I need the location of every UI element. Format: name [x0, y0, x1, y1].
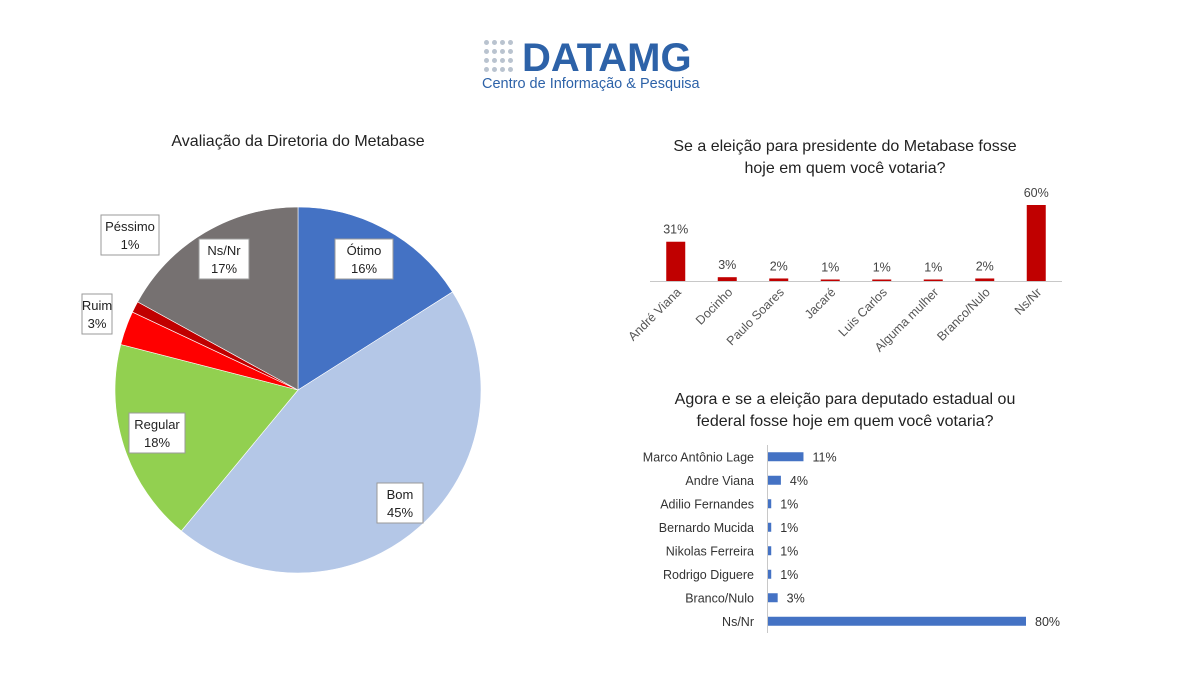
hbar-bar-bernardo-mucida	[768, 522, 772, 532]
pie-label-value-bom: 45%	[387, 505, 413, 520]
vbar-bar-branco-nulo	[975, 278, 995, 281]
hbar-tick-label-ns-nr: Ns/Nr	[722, 615, 754, 629]
pie-chart: Ótimo 16% Bom 45% Regular 18% Ruim 3% Péssimo 1% N…	[81, 206, 482, 574]
vbar-bar-ns-nr	[1026, 205, 1046, 281]
vbar-bar-luis-carlos	[872, 279, 892, 281]
vbar-value-label-alguma-mulher: 1%	[924, 261, 942, 275]
pie-label-box-ns-nr	[198, 238, 250, 280]
pie-label-category-bom: Bom	[387, 487, 414, 502]
vbar-value-label-andre-viana: 31%	[663, 223, 688, 237]
logo-wordmark: DATAMG	[522, 36, 692, 80]
hbar-bar-ns-nr	[768, 616, 1026, 626]
pie-label-box-pessimo	[100, 214, 160, 256]
hbar-value-label-marco-antonio-lage: 11%	[812, 450, 836, 464]
vbar-value-label-branco-nulo: 2%	[976, 259, 994, 273]
vbar-tick-label-luis-carlos: Luis Carlos	[836, 285, 890, 339]
hbar-value-label-ns-nr: 80%	[1035, 615, 1060, 629]
vbar-bar-docinho	[717, 277, 737, 281]
vbar-chart-title: Se a eleição para presidente do Metabase…	[620, 136, 1070, 180]
pie-label-value-otimo: 16%	[351, 261, 377, 276]
hbar-chart-title: Agora e se a eleição para deputado estad…	[620, 389, 1070, 433]
vbar-title-line-1: Se a eleição para presidente do Metabase…	[673, 138, 1017, 155]
hbar-value-label-branco-nulo: 3%	[787, 591, 805, 605]
logo-subtitle: Centro de Informação & Pesquisa	[482, 76, 700, 92]
pie-label-category-pessimo: Péssimo	[105, 219, 155, 234]
vbar-tick-label-jacare: Jacaré	[802, 285, 838, 321]
pie-label-value-pessimo: 1%	[121, 237, 140, 252]
vbar-bar-andre-viana	[666, 241, 686, 281]
pie-label-value-ruim: 3%	[88, 316, 107, 331]
pie-label-category-ruim: Ruim	[82, 298, 112, 313]
pie-label-category-ns-nr: Ns/Nr	[207, 243, 241, 258]
pie-label-box-bom	[376, 482, 424, 524]
vbar-tick-label-branco-nulo: Branco/Nulo	[934, 285, 993, 344]
vbar-tick-label-ns-nr: Ns/Nr	[1012, 285, 1044, 317]
hbar-bar-andre-viana	[768, 475, 781, 485]
hbar-tick-label-branco-nulo: Branco/Nulo	[685, 591, 754, 605]
hbar-bar-marco-antonio-lage	[768, 452, 804, 462]
pie-label-box-regular	[128, 412, 186, 454]
pie-label-box-otimo	[334, 238, 394, 280]
vbar-bar-jacare	[820, 279, 840, 281]
vbar-bar-paulo-soares	[769, 278, 789, 281]
vbar-tick-label-docinho: Docinho	[693, 285, 735, 327]
hbar-value-label-adilio-fernandes: 1%	[780, 497, 798, 511]
hbar-tick-label-marco-antonio-lage: Marco Antônio Lage	[643, 450, 754, 464]
vbar-tick-label-andre-viana: André Viana	[625, 285, 683, 343]
hbar-value-label-nikolas-ferreira: 1%	[780, 544, 798, 558]
pie-label-box-ruim	[81, 293, 113, 335]
pie-label-value-regular: 18%	[144, 435, 170, 450]
datamg-logo: DATAMG Centro de Informação & Pesquisa	[480, 36, 730, 96]
vbar-value-label-jacare: 1%	[821, 261, 839, 275]
pie-label-value-ns-nr: 17%	[211, 261, 237, 276]
hbar-value-label-andre-viana: 4%	[790, 474, 808, 488]
vbar-bar-alguma-mulher	[923, 279, 943, 281]
hbar-bar-adilio-fernandes	[768, 499, 772, 509]
vbar-value-label-paulo-soares: 2%	[770, 259, 788, 273]
hbar-tick-label-andre-viana: Andre Viana	[685, 474, 754, 488]
hbar-title-line-1: Agora e se a eleição para deputado estad…	[674, 391, 1016, 408]
hbar-tick-label-adilio-fernandes: Adilio Fernandes	[660, 497, 754, 511]
hbar-title-line-2: federal fosse hoje em quem você votaria?	[696, 413, 994, 430]
hbar-tick-label-rodrigo-diguere: Rodrigo Diguere	[663, 568, 754, 582]
hbar-value-label-bernardo-mucida: 1%	[780, 521, 798, 535]
hbar-tick-label-nikolas-ferreira: Nikolas Ferreira	[666, 544, 754, 558]
pie-label-category-regular: Regular	[134, 417, 180, 432]
vbar-title-line-2: hoje em quem você votaria?	[744, 160, 946, 177]
pie-label-category-otimo: Ótimo	[347, 243, 382, 258]
hbar-bar-branco-nulo	[768, 593, 778, 603]
hbar-tick-label-bernardo-mucida: Bernardo Mucida	[659, 521, 754, 535]
hbar-bar-nikolas-ferreira	[768, 546, 772, 556]
hbar-bar-rodrigo-diguere	[768, 569, 772, 579]
pie-slice-regular	[114, 344, 299, 532]
hbar-value-label-rodrigo-diguere: 1%	[780, 568, 798, 582]
pie-chart-title: Avaliação da Diretoria do Metabase	[171, 133, 425, 150]
vbar-value-label-docinho: 3%	[718, 258, 736, 272]
pie-slice-ns-nr	[137, 206, 299, 391]
vbar-value-label-luis-carlos: 1%	[873, 261, 891, 275]
vbar-value-label-ns-nr: 60%	[1024, 186, 1049, 200]
horizontal-bar-chart: 11% Marco Antônio Lage 4% Andre Viana 1% Adil…	[643, 445, 1060, 633]
logo-dots-icon	[484, 40, 520, 74]
